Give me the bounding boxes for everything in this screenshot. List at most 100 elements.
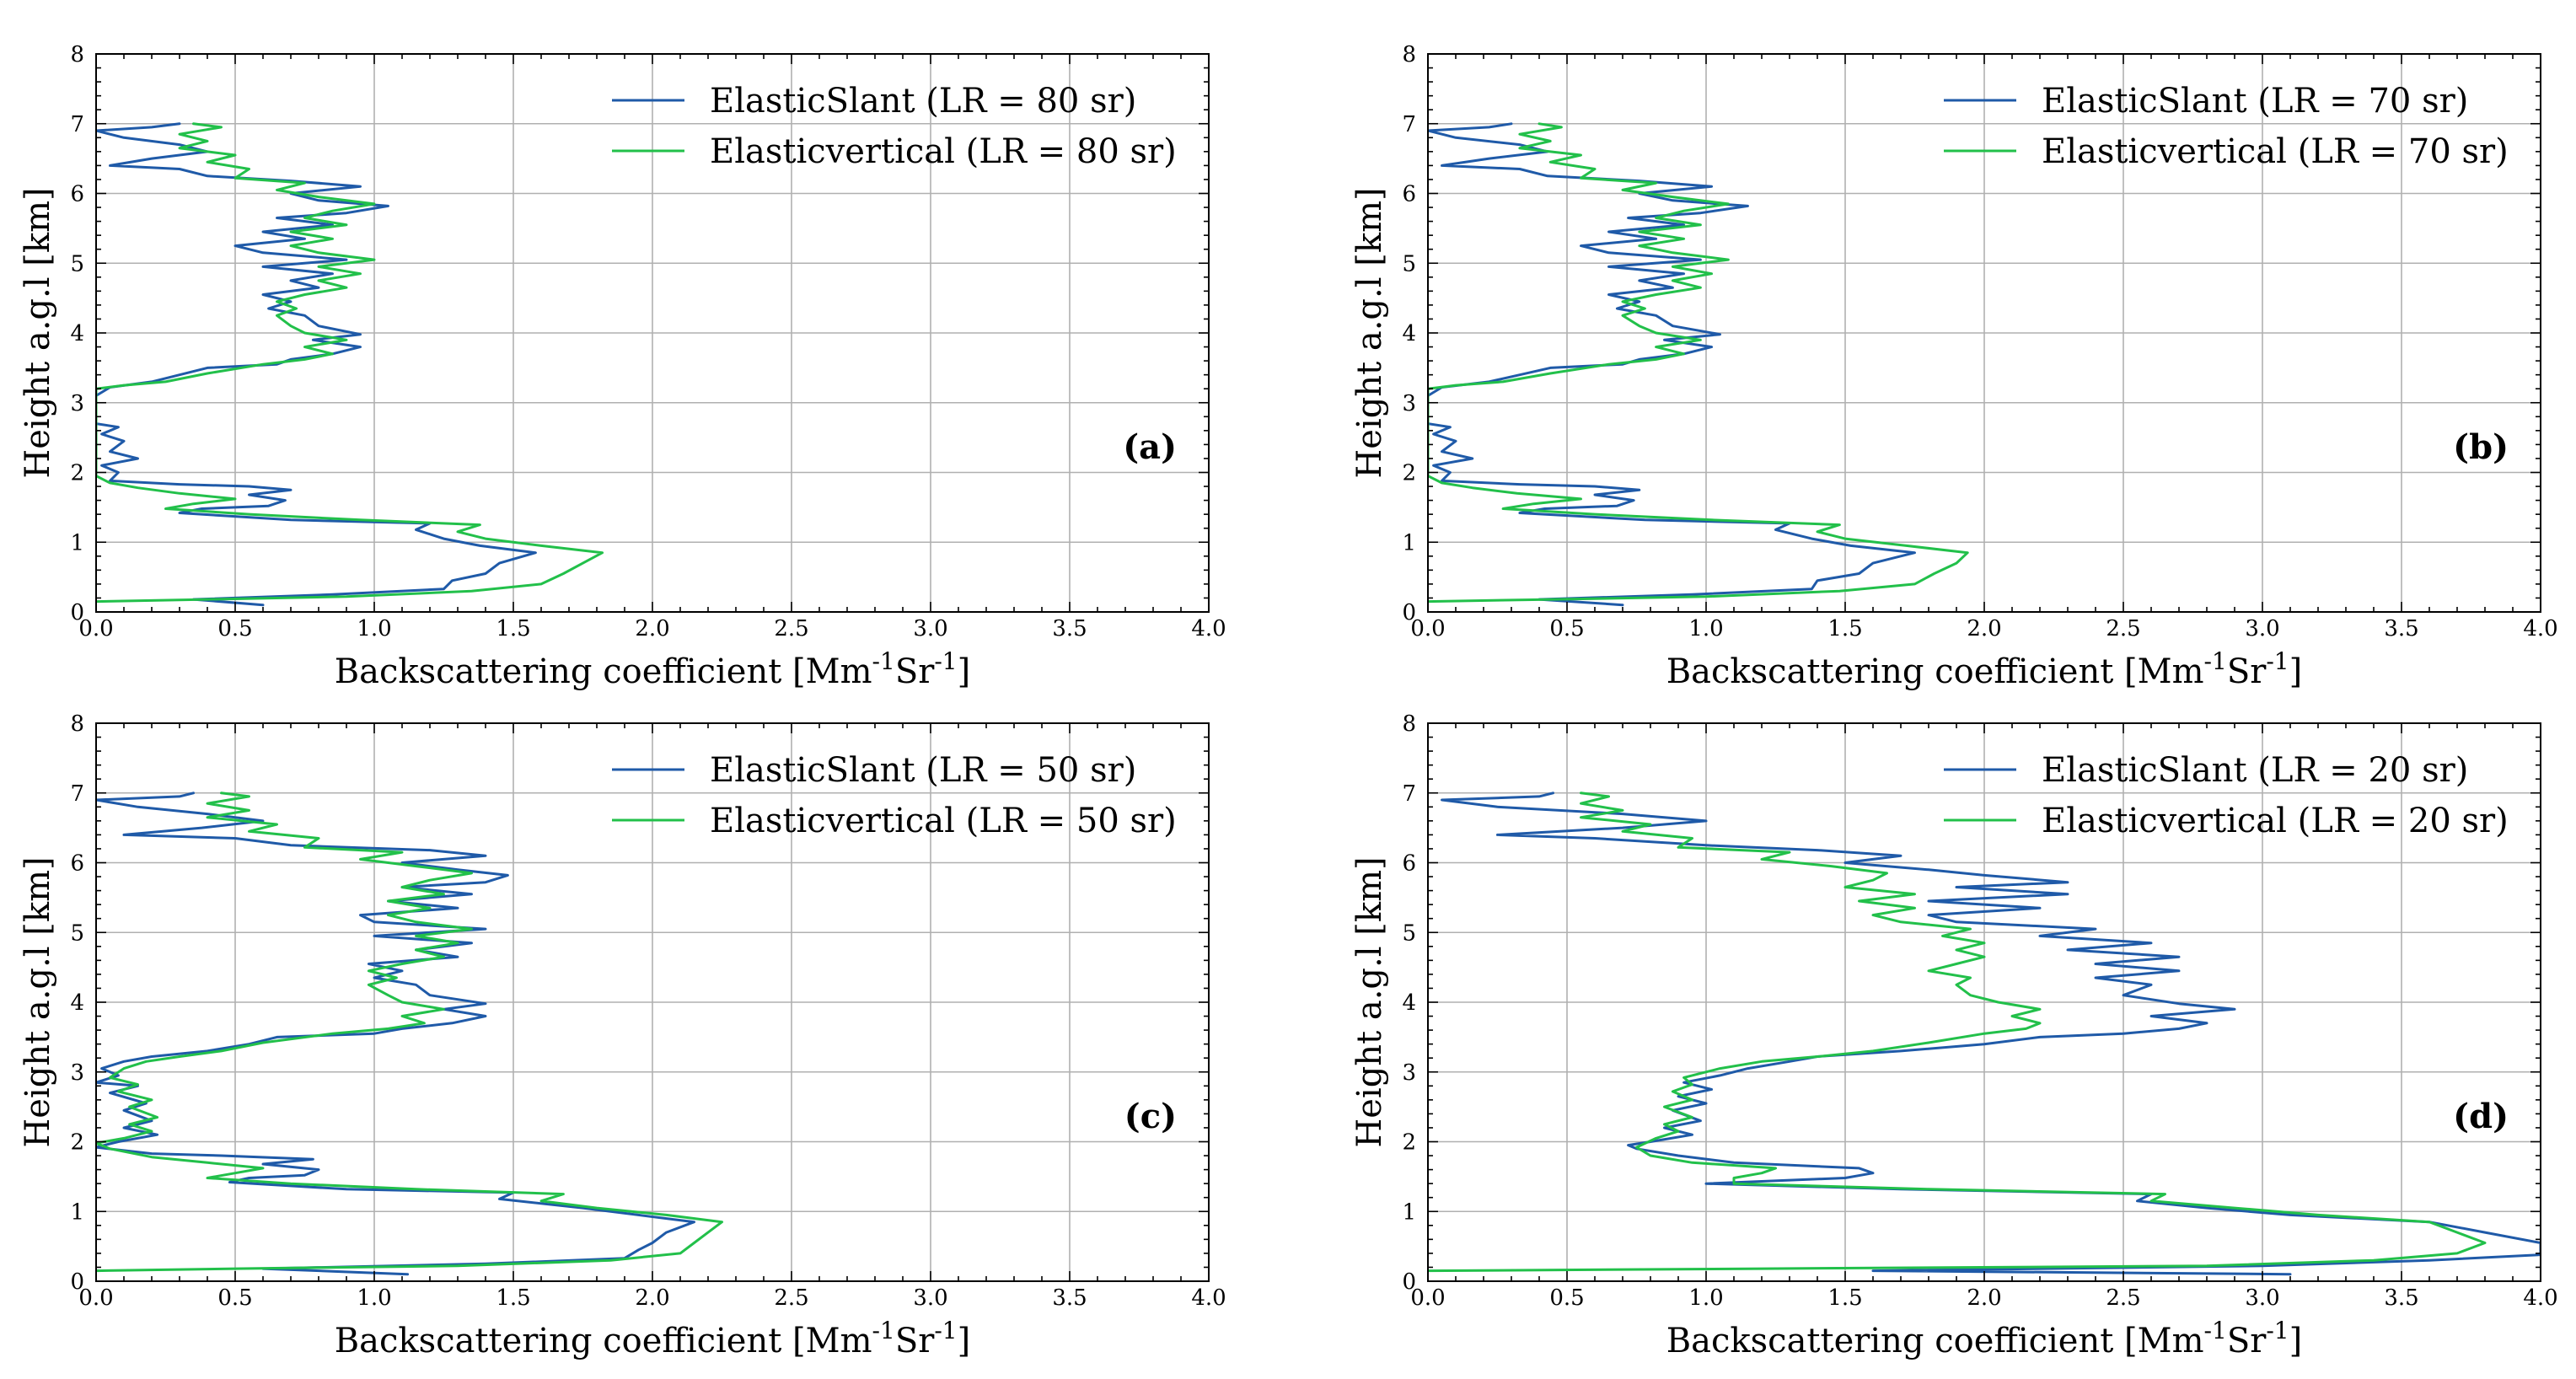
gridlines (1428, 723, 2541, 1281)
x-tick-label: 3.5 (1052, 1285, 1087, 1311)
legend-entry-vertical: Elasticvertical (LR = 80 sr) (710, 132, 1177, 171)
y-tick-label: 4 (1402, 990, 1416, 1016)
x-axis-label-part: Backscattering coefficient [Mm (335, 652, 872, 691)
y-tick-label: 0 (70, 1269, 84, 1295)
panel-4: 0.0 0.5 1.0 1.5 2.0 2.5 3.0 3.5 4.0 0 1 2 3 4 5 6 7 8 Back… (1350, 711, 2558, 1360)
x-tick-label: 2.0 (635, 1285, 669, 1311)
x-axis-label-part: Backscattering coefficient [Mm (335, 1322, 872, 1360)
x-tick-label: 2.5 (774, 616, 808, 641)
series-group (1428, 122, 1969, 607)
y-tick-label: 5 (70, 251, 84, 276)
legend-entry-vertical: Elasticvertical (LR = 70 sr) (2042, 132, 2509, 171)
y-tick-label: 6 (70, 851, 84, 877)
x-tick-label: 1.5 (496, 616, 530, 641)
x-axis-label-part: Sr (2227, 652, 2267, 691)
x-axis-label-part: ] (2289, 1322, 2303, 1360)
x-tick-label: 2.0 (635, 616, 669, 641)
y-tick-label: 8 (70, 711, 84, 737)
x-tick-label: 0.5 (1549, 616, 1584, 641)
x-axis-label-part: ] (958, 652, 971, 691)
x-tick-label: 4.0 (2523, 616, 2557, 641)
x-axis-label-part: ] (958, 1322, 971, 1360)
x-axis-label-part: Sr (895, 652, 935, 691)
y-tick-label: 7 (1402, 112, 1416, 137)
y-tick-label: 2 (1402, 1130, 1416, 1156)
series-group (1428, 791, 2541, 1276)
x-axis-label-part: Sr (895, 1322, 935, 1360)
gridlines (1428, 54, 2541, 612)
tick-marks (1427, 722, 2541, 1282)
y-tick-label: 3 (1402, 1060, 1416, 1086)
y-tick-label: 6 (1402, 182, 1416, 207)
y-tick-label: 3 (70, 391, 84, 416)
y-axis-label: Height a.g.l [km] (19, 856, 57, 1147)
x-tick-label: 3.0 (2245, 1285, 2279, 1311)
x-tick-label: 2.0 (1967, 1285, 2001, 1311)
x-tick-label: 2.5 (2106, 616, 2140, 641)
legend-entry-slant: ElasticSlant (LR = 20 sr) (2042, 751, 2468, 790)
x-tick-label: 4.0 (2523, 1285, 2557, 1311)
tick-marks (95, 722, 1210, 1282)
x-axis-label-superscript: -1 (2204, 1317, 2227, 1344)
y-tick-label: 8 (1402, 711, 1416, 737)
series-group (96, 791, 723, 1276)
x-tick-label: 3.5 (2384, 616, 2418, 641)
legend-entry-slant: ElasticSlant (LR = 80 sr) (710, 82, 1136, 121)
x-tick-label: 4.0 (1191, 616, 1226, 641)
y-tick-label: 8 (70, 42, 84, 67)
y-tick-label: 2 (70, 1130, 84, 1156)
y-tick-label: 8 (1402, 42, 1416, 67)
panel-tag: (b) (2453, 427, 2509, 467)
x-tick-label: 3.0 (913, 616, 947, 641)
x-tick-label: 0.5 (217, 616, 252, 641)
x-tick-label: 3.0 (2245, 616, 2279, 641)
x-axis-label-part: Sr (2227, 1322, 2267, 1360)
y-tick-label: 2 (1402, 461, 1416, 486)
y-tick-label: 2 (70, 461, 84, 486)
x-tick-label: 3.5 (1052, 616, 1087, 641)
y-tick-label: 4 (70, 321, 84, 346)
x-tick-label: 4.0 (1191, 1285, 1226, 1311)
series-line-vertical (1428, 791, 2487, 1273)
x-axis-label: Backscattering coefficient [Mm-1Sr-1] (1666, 647, 2302, 692)
x-tick-label: 0.0 (1410, 616, 1445, 641)
panel-3: 0.0 0.5 1.0 1.5 2.0 2.5 3.0 3.5 4.0 0 1 2 3 4 5 6 7 8 Back… (19, 711, 1226, 1360)
x-axis-label-superscript: -1 (872, 647, 895, 675)
y-tick-label: 4 (1402, 321, 1416, 346)
y-tick-label: 5 (1402, 251, 1416, 276)
x-axis-label: Backscattering coefficient [Mm-1Sr-1] (1666, 1317, 2302, 1361)
x-tick-label: 2.5 (2106, 1285, 2140, 1311)
y-axis-label: Height a.g.l [km] (19, 187, 57, 478)
legend: ElasticSlant (LR = 20 sr) Elasticvertical… (1944, 751, 2509, 840)
x-axis-label-superscript: -1 (872, 1317, 895, 1344)
x-tick-label: 1.5 (496, 1285, 530, 1311)
series-line-vertical (96, 122, 604, 604)
y-tick-label: 1 (70, 1199, 84, 1225)
x-axis-label-superscript: -1 (934, 1317, 957, 1344)
y-axis-label: Height a.g.l [km] (1350, 856, 1389, 1147)
series-line-vertical (1428, 122, 1969, 604)
x-axis-label: Backscattering coefficient [Mm-1Sr-1] (335, 1317, 970, 1361)
y-tick-label: 6 (1402, 851, 1416, 877)
x-tick-label: 1.5 (1827, 616, 1862, 641)
legend: ElasticSlant (LR = 70 sr) Elasticvertical… (1944, 82, 2509, 171)
y-tick-label: 0 (1402, 600, 1416, 625)
series-group (96, 122, 604, 607)
y-axis-label: Height a.g.l [km] (1350, 187, 1389, 478)
y-tick-label: 5 (70, 920, 84, 946)
y-tick-label: 1 (70, 530, 84, 555)
x-axis-label-superscript: -1 (2266, 1317, 2289, 1344)
y-tick-label: 7 (70, 781, 84, 807)
y-tick-label: 0 (70, 600, 84, 625)
gridlines (96, 54, 1209, 612)
y-tick-label: 4 (70, 990, 84, 1016)
legend-entry-vertical: Elasticvertical (LR = 50 sr) (710, 802, 1177, 840)
x-tick-label: 0.0 (1410, 1285, 1445, 1311)
x-tick-label: 1.0 (1688, 616, 1723, 641)
x-tick-label: 3.5 (2384, 1285, 2418, 1311)
legend-entry-slant: ElasticSlant (LR = 70 sr) (2042, 82, 2468, 121)
x-tick-label: 1.0 (357, 616, 391, 641)
legend-entry-slant: ElasticSlant (LR = 50 sr) (710, 751, 1136, 790)
panel-tag: (c) (1124, 1097, 1177, 1136)
